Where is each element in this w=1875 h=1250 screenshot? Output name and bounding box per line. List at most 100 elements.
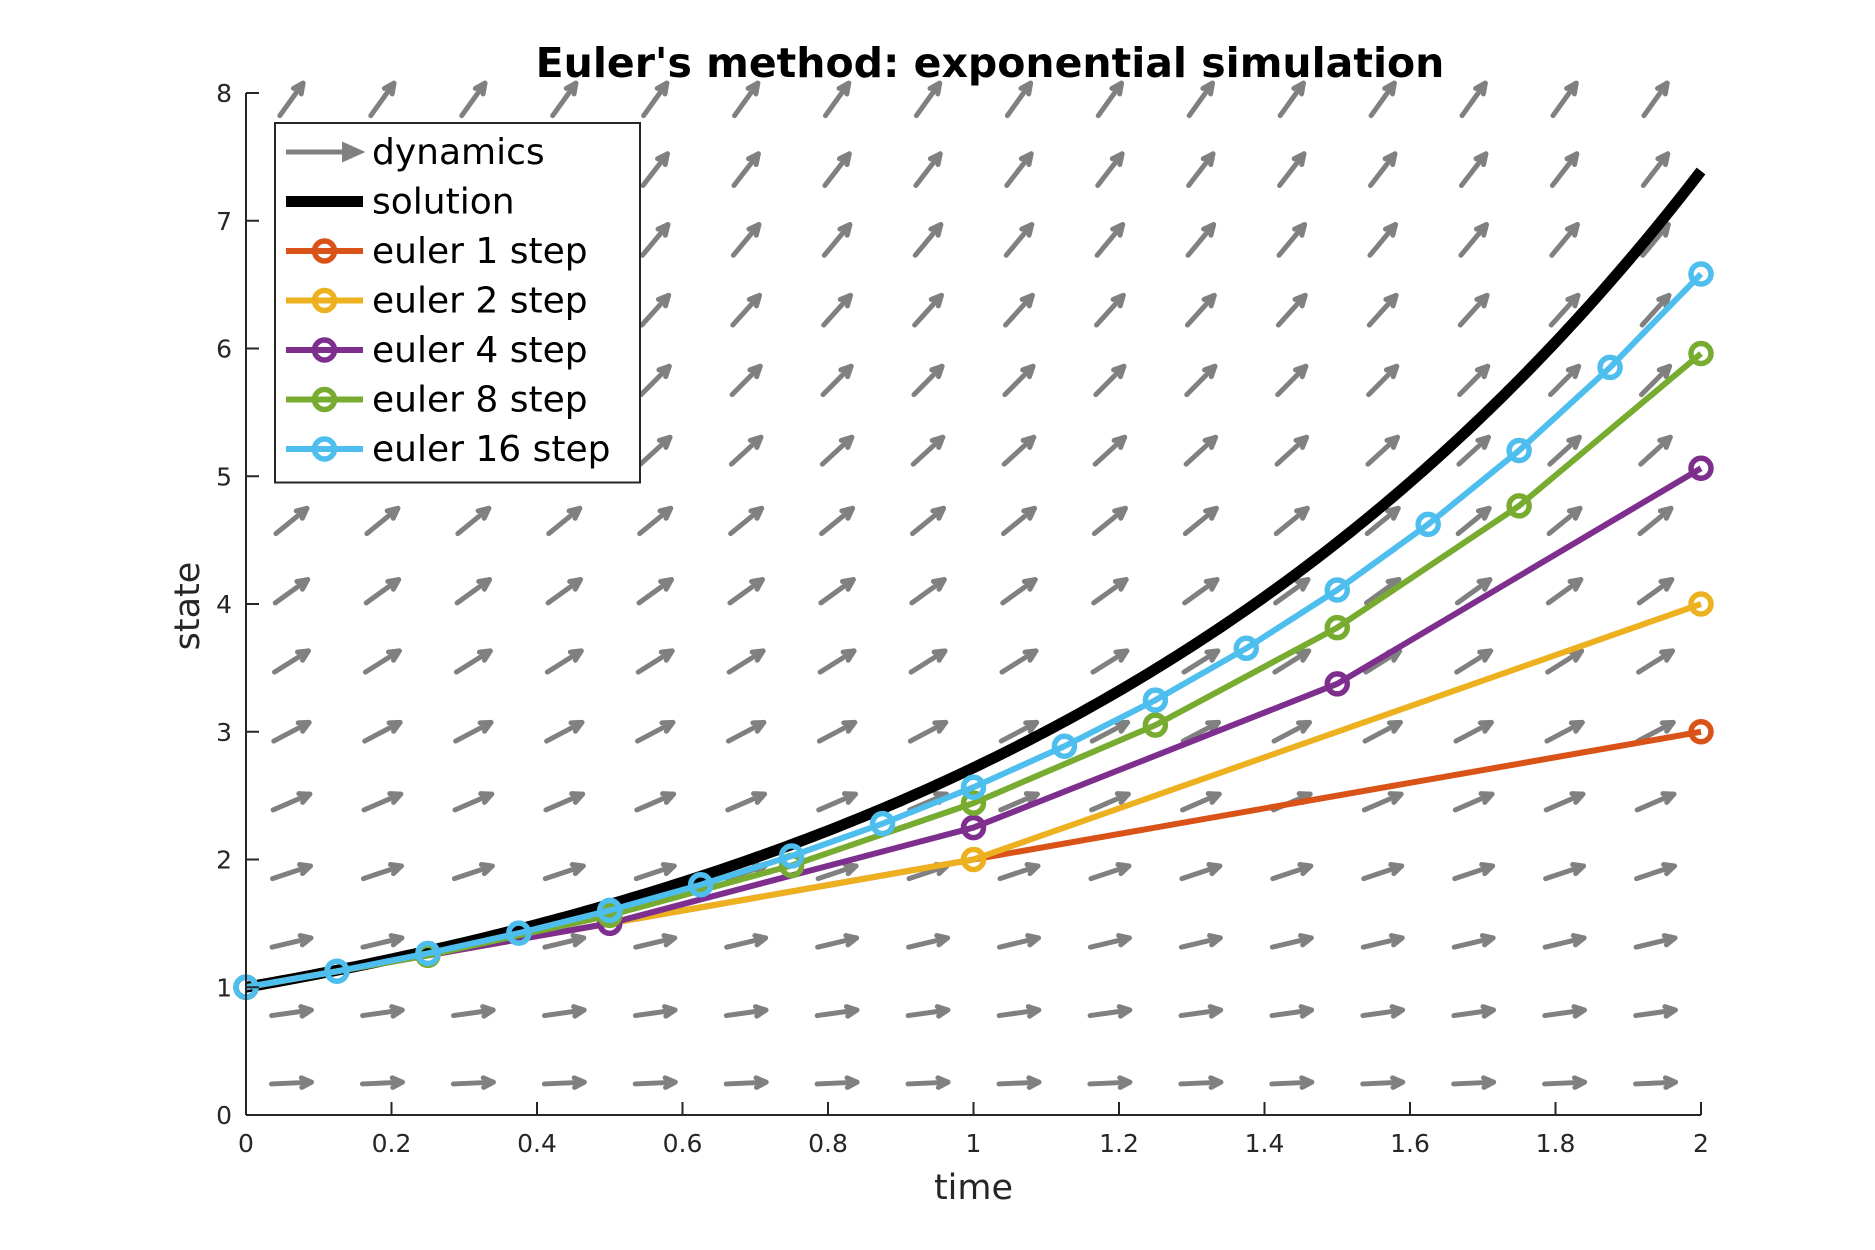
y-tick-label: 5 bbox=[216, 462, 232, 491]
dynamics-arrow-head bbox=[290, 80, 306, 97]
dynamics-arrow-head bbox=[749, 648, 766, 663]
dynamics-arrow-shaft bbox=[1545, 648, 1585, 675]
dynamics-arrow-shaft bbox=[639, 222, 671, 258]
dynamics-arrow bbox=[360, 1004, 405, 1019]
dynamics-arrow-shaft bbox=[910, 505, 947, 537]
dynamics-arrow bbox=[544, 648, 584, 675]
dynamics-arrow-shaft bbox=[1275, 292, 1308, 328]
dynamics-arrow-shaft bbox=[453, 719, 494, 744]
dynamics-arrow bbox=[1178, 933, 1223, 950]
dynamics-arrow-shaft bbox=[1452, 863, 1496, 882]
dynamics-arrow-head bbox=[1568, 648, 1585, 663]
dynamics-arrow-shaft bbox=[1004, 80, 1034, 119]
dynamics-arrow bbox=[451, 1004, 496, 1019]
dynamics-arrow-shaft bbox=[632, 1007, 678, 1019]
dynamics-arrow-shaft bbox=[819, 505, 856, 537]
dynamics-arrow-head bbox=[1205, 719, 1222, 734]
dynamics-arrow-head bbox=[472, 80, 488, 97]
dynamics-arrow-head bbox=[1298, 1004, 1315, 1019]
dynamics-arrow-shaft bbox=[1091, 577, 1129, 606]
dynamics-arrow-head bbox=[747, 363, 763, 380]
dynamics-arrow-shaft bbox=[633, 863, 677, 882]
dynamics-arrow-shaft bbox=[368, 80, 397, 119]
dynamics-arrow-shaft bbox=[1451, 1079, 1497, 1087]
dynamics-arrow bbox=[1180, 719, 1222, 744]
dynamics-arrow-shaft bbox=[450, 1079, 496, 1087]
dynamics-arrow-head bbox=[843, 933, 860, 948]
dynamics-arrow-shaft bbox=[1269, 1007, 1315, 1019]
dynamics-arrow-shaft bbox=[637, 505, 674, 537]
dynamics-arrow bbox=[636, 577, 674, 606]
dynamics-arrow bbox=[815, 933, 860, 950]
dynamics-arrow-shaft bbox=[723, 1079, 769, 1087]
legend-marker-icon bbox=[311, 287, 338, 314]
dynamics-arrow-shaft bbox=[272, 577, 311, 606]
dynamics-arrow-shaft bbox=[1003, 222, 1035, 258]
dynamics-arrow-shaft bbox=[362, 719, 403, 744]
dynamics-arrow bbox=[1639, 292, 1672, 328]
series-point bbox=[1324, 614, 1350, 641]
dynamics-arrow bbox=[1090, 648, 1130, 675]
dynamics-arrow-shaft bbox=[1277, 151, 1307, 188]
dynamics-arrow-head bbox=[655, 222, 671, 238]
dynamics-arrow-shaft bbox=[1184, 292, 1217, 328]
dynamics-arrow bbox=[1362, 719, 1403, 744]
y-tick-label: 4 bbox=[216, 590, 232, 619]
legend-marker-icon bbox=[311, 386, 338, 413]
dynamics-arrow bbox=[905, 1075, 951, 1090]
dynamics-arrow-shaft bbox=[1542, 1007, 1587, 1019]
dynamics-arrow-head bbox=[1566, 434, 1582, 450]
legend-label: euler 16 step bbox=[372, 429, 610, 470]
dynamics-arrow bbox=[1274, 434, 1310, 467]
dynamics-arrow bbox=[541, 1075, 587, 1090]
dynamics-arrow-shaft bbox=[1275, 363, 1309, 398]
dynamics-arrow-head bbox=[1020, 363, 1036, 380]
dynamics-arrow-head bbox=[1023, 791, 1040, 805]
dynamics-arrow bbox=[732, 80, 761, 119]
dynamics-arrow bbox=[821, 292, 854, 328]
dynamics-arrow-shaft bbox=[1363, 648, 1403, 675]
series-point bbox=[1688, 719, 1714, 745]
dynamics-arrow-head bbox=[1109, 151, 1125, 168]
dynamics-arrow bbox=[546, 505, 583, 537]
dynamics-arrow bbox=[1543, 862, 1587, 882]
dynamics-arrow bbox=[1544, 719, 1585, 744]
dynamics-arrow-head bbox=[1567, 577, 1584, 592]
dynamics-arrow bbox=[814, 1004, 860, 1019]
dynamics-arrow bbox=[906, 933, 950, 950]
dynamics-arrow bbox=[641, 80, 670, 119]
dynamics-arrow bbox=[1641, 80, 1670, 119]
series-point bbox=[1142, 712, 1169, 738]
dynamics-arrow-head bbox=[1115, 862, 1132, 877]
dynamics-arrow bbox=[1273, 505, 1310, 537]
dynamics-arrow-shaft bbox=[998, 791, 1040, 813]
dynamics-arrow-head bbox=[1025, 933, 1041, 948]
dynamics-arrow-shaft bbox=[1365, 434, 1400, 467]
dynamics-arrow bbox=[1368, 80, 1397, 119]
dynamics-arrow-shaft bbox=[1179, 791, 1222, 813]
dynamics-arrow bbox=[725, 719, 767, 744]
dynamics-arrow bbox=[361, 791, 404, 813]
dynamics-arrow bbox=[1549, 222, 1580, 258]
dynamics-arrow bbox=[632, 1004, 678, 1019]
x-tick-label: 1.4 bbox=[1245, 1129, 1285, 1158]
dynamics-arrow-head bbox=[567, 648, 584, 663]
dynamics-arrow-head bbox=[1021, 577, 1038, 592]
axes: 0 0.2 0.4 0.6 0.8 1 1.2 1.4 1.6 1.8 2 0 1 2 3 4 5 6 7 8 bbox=[216, 79, 1709, 1158]
dynamics-arrow-head bbox=[1111, 434, 1128, 450]
dynamics-arrow-head bbox=[1480, 1004, 1496, 1019]
dynamics-arrow-head bbox=[840, 648, 857, 663]
dynamics-arrow bbox=[1094, 222, 1126, 258]
dynamics-arrow-head bbox=[747, 434, 764, 450]
dynamics-arrow bbox=[1633, 1004, 1678, 1019]
dynamics-arrow-shaft bbox=[1361, 791, 1404, 813]
dynamics-arrow-head bbox=[1382, 222, 1398, 238]
dynamics-arrow-head bbox=[295, 719, 312, 734]
dynamics-arrow-shaft bbox=[1185, 222, 1217, 258]
dynamics-arrow-shaft bbox=[728, 505, 765, 537]
dynamics-arrow bbox=[1451, 933, 1496, 950]
dynamics-arrow bbox=[635, 648, 675, 675]
dynamics-arrow-head bbox=[1207, 1004, 1224, 1019]
dynamics-arrow bbox=[1366, 363, 1400, 398]
